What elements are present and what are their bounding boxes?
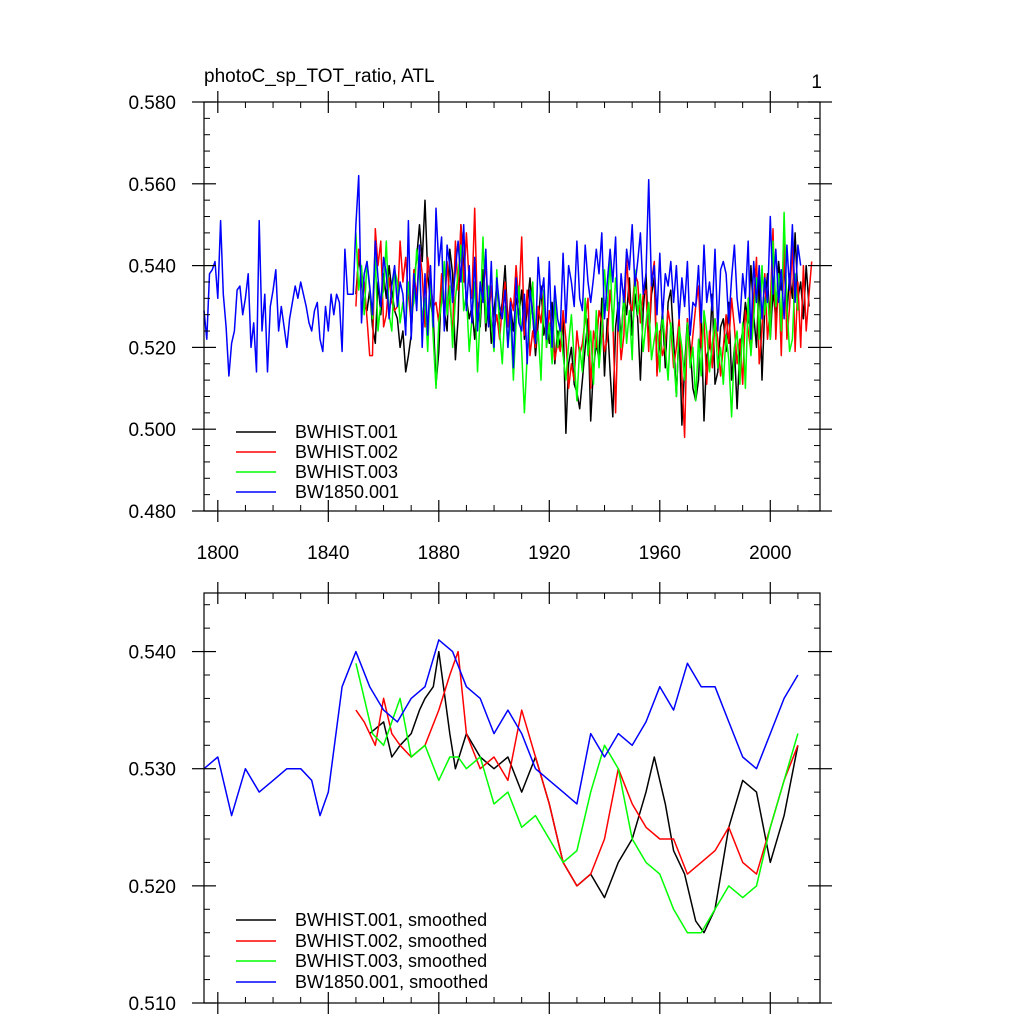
x-tick-label: 1840 bbox=[307, 543, 349, 564]
legend-label-bw1850-001-smoothed: BW1850.001, smoothed bbox=[295, 972, 488, 992]
series-line-bw1850-001 bbox=[203, 174, 802, 377]
y-tick-label: 0.560 bbox=[128, 175, 176, 196]
legend-label-bwhist-003-smoothed: BWHIST.003, smoothed bbox=[295, 951, 487, 971]
y-tick-label: 0.580 bbox=[128, 93, 176, 114]
legend-label-bw1850-001: BW1850.001 bbox=[295, 482, 399, 502]
series-line-bw1850-001-smoothed bbox=[203, 639, 799, 817]
x-tick-label: 1960 bbox=[639, 543, 681, 564]
y-tick-label: 0.510 bbox=[128, 994, 176, 1015]
legend-label-bwhist-002-smoothed: BWHIST.002, smoothed bbox=[295, 931, 487, 951]
y-tick-label: 0.540 bbox=[128, 257, 176, 278]
panel-title: photoC_sp_TOT_ratio, ATL bbox=[204, 66, 435, 87]
y-tick-label: 0.540 bbox=[128, 643, 176, 664]
x-tick-label: 1920 bbox=[528, 543, 570, 564]
top-panel: photoC_sp_TOT_ratio, ATL 1 1800 1840 1880 1… bbox=[128, 66, 832, 564]
legend: BWHIST.001 BWHIST.002 BWHIST.003 BW1850.… bbox=[236, 422, 399, 502]
series-layer bbox=[203, 174, 813, 439]
panel-number-label: 1 bbox=[811, 72, 822, 93]
legend-label-bwhist-001-smoothed: BWHIST.001, smoothed bbox=[295, 910, 487, 930]
x-tick-label: 2000 bbox=[749, 543, 791, 564]
legend-label-bwhist-001: BWHIST.001 bbox=[295, 422, 398, 442]
y-tick-label: 0.520 bbox=[128, 338, 176, 359]
series-line-bwhist-002-smoothed bbox=[355, 650, 799, 887]
legend-smoothed: BWHIST.001, smoothed BWHIST.002, smoothe… bbox=[236, 910, 488, 992]
y-tick-label: 0.520 bbox=[128, 877, 176, 898]
plot-frame bbox=[203, 101, 821, 512]
series-layer-smoothed bbox=[203, 639, 799, 934]
x-tick-label: 1800 bbox=[197, 543, 239, 564]
y-tick-label: 0.530 bbox=[128, 760, 176, 781]
y-tick-label: 0.500 bbox=[128, 420, 176, 441]
bottom-panel: 0.510 0.520 0.530 0.540 BWHIST.001, smoothe… bbox=[128, 582, 832, 1015]
legend-label-bwhist-003: BWHIST.003 bbox=[295, 462, 398, 482]
legend-label-bwhist-002: BWHIST.002 bbox=[295, 442, 398, 462]
y-tick-label: 0.480 bbox=[128, 502, 176, 523]
series-line-bwhist-003-smoothed bbox=[355, 663, 799, 934]
plot-frame-smoothed bbox=[203, 592, 821, 1004]
x-tick-label: 1880 bbox=[418, 543, 460, 564]
